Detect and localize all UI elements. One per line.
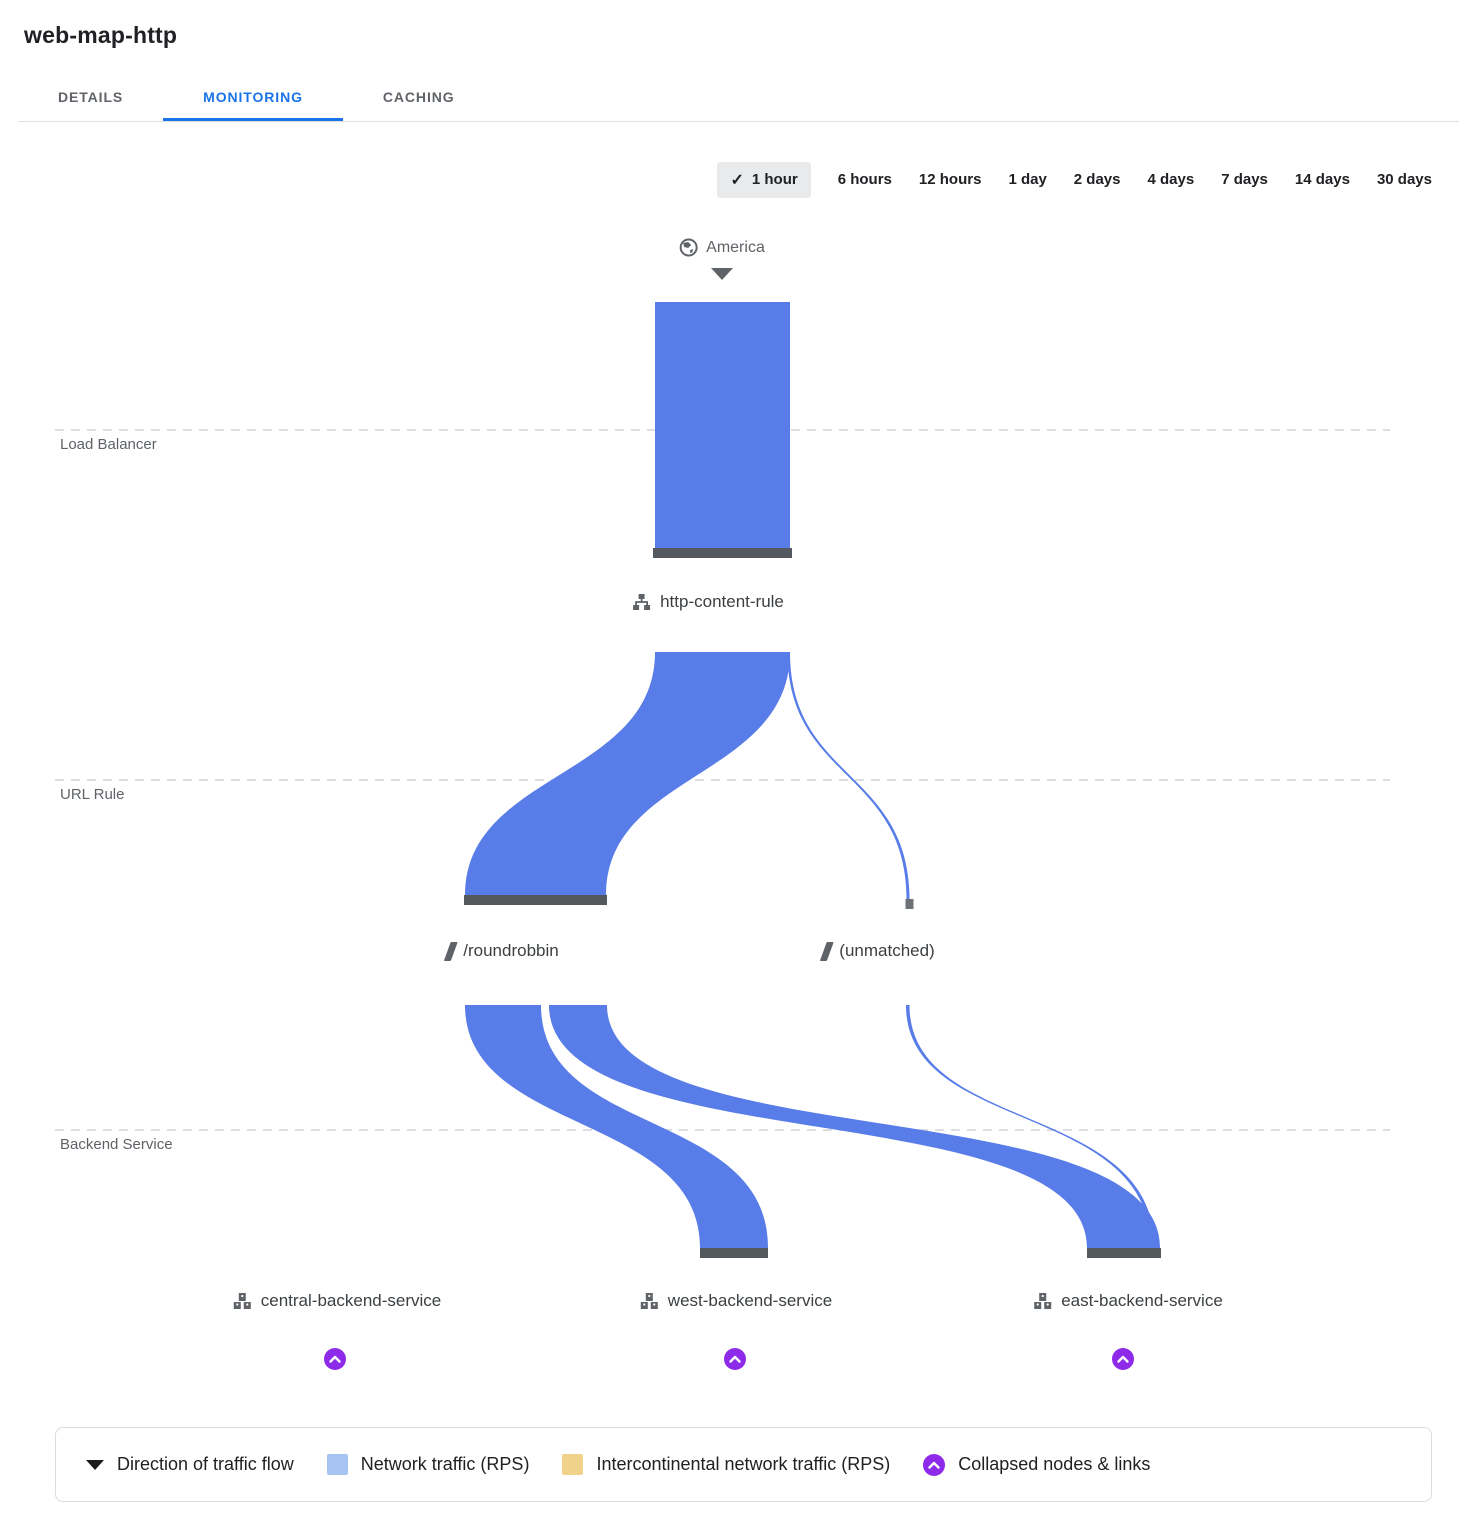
flow-roundrobbin-to-east-backend-service[interactable] [549, 1005, 1160, 1248]
legend: Direction of traffic flow Network traffi… [55, 1427, 1432, 1502]
collapse-button-central[interactable] [324, 1348, 346, 1370]
legend-label: Network traffic (RPS) [360, 1454, 530, 1474]
node-http-content-rule[interactable]: http-content-rule [632, 592, 784, 612]
time-range-selector: ✓ 1 hour 6 hours 12 hours 1 day 2 days 4… [0, 161, 1459, 198]
region-label-text: America [706, 238, 765, 256]
legend-item-intercontinental-traffic: Intercontinental network traffic (RPS) [562, 1454, 890, 1475]
node-unmatched[interactable]: (unmatched) [819, 941, 935, 961]
time-option-14-days[interactable]: 14 days [1294, 171, 1350, 188]
direction-triangle-icon [86, 1459, 104, 1470]
region-dropdown-arrow-icon[interactable] [711, 268, 733, 280]
node-west-backend-service[interactable]: west-backend-service [640, 1291, 832, 1311]
collapse-chevron-icon [724, 1348, 746, 1370]
check-icon: ✓ [730, 171, 744, 189]
time-option-1-day[interactable]: 1 day [1008, 171, 1047, 188]
legend-label: Intercontinental network traffic (RPS) [596, 1454, 891, 1474]
node-label-text: west-backend-service [667, 1291, 833, 1310]
tab-caching[interactable]: CACHING [382, 89, 455, 105]
tier-label-url-rule: URL Rule [60, 786, 125, 803]
tab-monitoring[interactable]: MONITORING [163, 75, 343, 121]
collapse-chevron-icon [324, 1348, 346, 1370]
flow-roundrobbin-to-west-backend-service[interactable] [465, 1005, 768, 1248]
time-option-4-days[interactable]: 4 days [1147, 171, 1195, 188]
legend-label: Direction of traffic flow [117, 1454, 294, 1474]
time-option-30-days[interactable]: 30 days [1376, 171, 1432, 188]
backend-service-icon [1034, 1292, 1052, 1309]
collapsed-nodes-icon [923, 1453, 946, 1476]
network-traffic-swatch-icon [326, 1454, 348, 1475]
tier-label-load-balancer: Load Balancer [60, 436, 157, 453]
tab-bar: DETAILS MONITORING CACHING [18, 75, 1459, 122]
page-title: web-map-http [24, 22, 178, 48]
node-label-text: /roundrobbin [463, 941, 559, 960]
intercontinental-traffic-swatch-icon [562, 1454, 584, 1475]
node-bar-east-backend-service[interactable] [1087, 1248, 1161, 1258]
node-roundrobbin[interactable]: /roundrobbin [443, 941, 559, 961]
backend-service-icon [233, 1292, 251, 1309]
node-label-text: http-content-rule [660, 592, 784, 611]
backend-service-icon [640, 1292, 658, 1309]
time-option-12-hours[interactable]: 12 hours [918, 171, 982, 188]
region-node-america[interactable]: America [679, 238, 765, 257]
collapse-button-west[interactable] [724, 1348, 746, 1370]
time-option-1-hour[interactable]: ✓ 1 hour [717, 161, 811, 198]
legend-item-network-traffic: Network traffic (RPS) [326, 1454, 530, 1475]
node-bar-unmatched[interactable] [905, 899, 914, 909]
collapse-button-east[interactable] [1112, 1348, 1134, 1370]
node-bar-west-backend-service[interactable] [700, 1248, 768, 1258]
time-option-2-days[interactable]: 2 days [1073, 171, 1121, 188]
legend-label: Collapsed nodes & links [958, 1454, 1151, 1474]
time-option-label: 1 hour [751, 171, 798, 188]
tab-details[interactable]: DETAILS [58, 89, 124, 105]
tier-label-backend-service: Backend Service [60, 1136, 173, 1153]
flow-america-to-http-content-rule[interactable] [655, 302, 790, 549]
node-bar-http-content-rule[interactable] [653, 548, 792, 558]
legend-item-collapsed: Collapsed nodes & links [923, 1453, 1151, 1476]
node-east-backend-service[interactable]: east-backend-service [1033, 1291, 1223, 1311]
node-label-text: east-backend-service [1061, 1291, 1223, 1310]
globe-icon [679, 238, 698, 257]
url-map-icon [633, 593, 651, 610]
flow-http-content-rule-to-unmatched[interactable] [787, 652, 910, 900]
node-label-text: (unmatched) [839, 941, 935, 960]
node-bar-roundrobbin[interactable] [464, 895, 607, 905]
collapse-chevron-icon [1112, 1348, 1134, 1370]
node-central-backend-service[interactable]: central-backend-service [233, 1291, 441, 1311]
legend-item-direction: Direction of traffic flow [86, 1454, 294, 1475]
node-label-text: central-backend-service [260, 1291, 442, 1310]
time-option-6-hours[interactable]: 6 hours [837, 171, 892, 188]
flow-http-content-rule-to-roundrobbin[interactable] [465, 652, 790, 895]
time-option-7-days[interactable]: 7 days [1221, 171, 1268, 188]
